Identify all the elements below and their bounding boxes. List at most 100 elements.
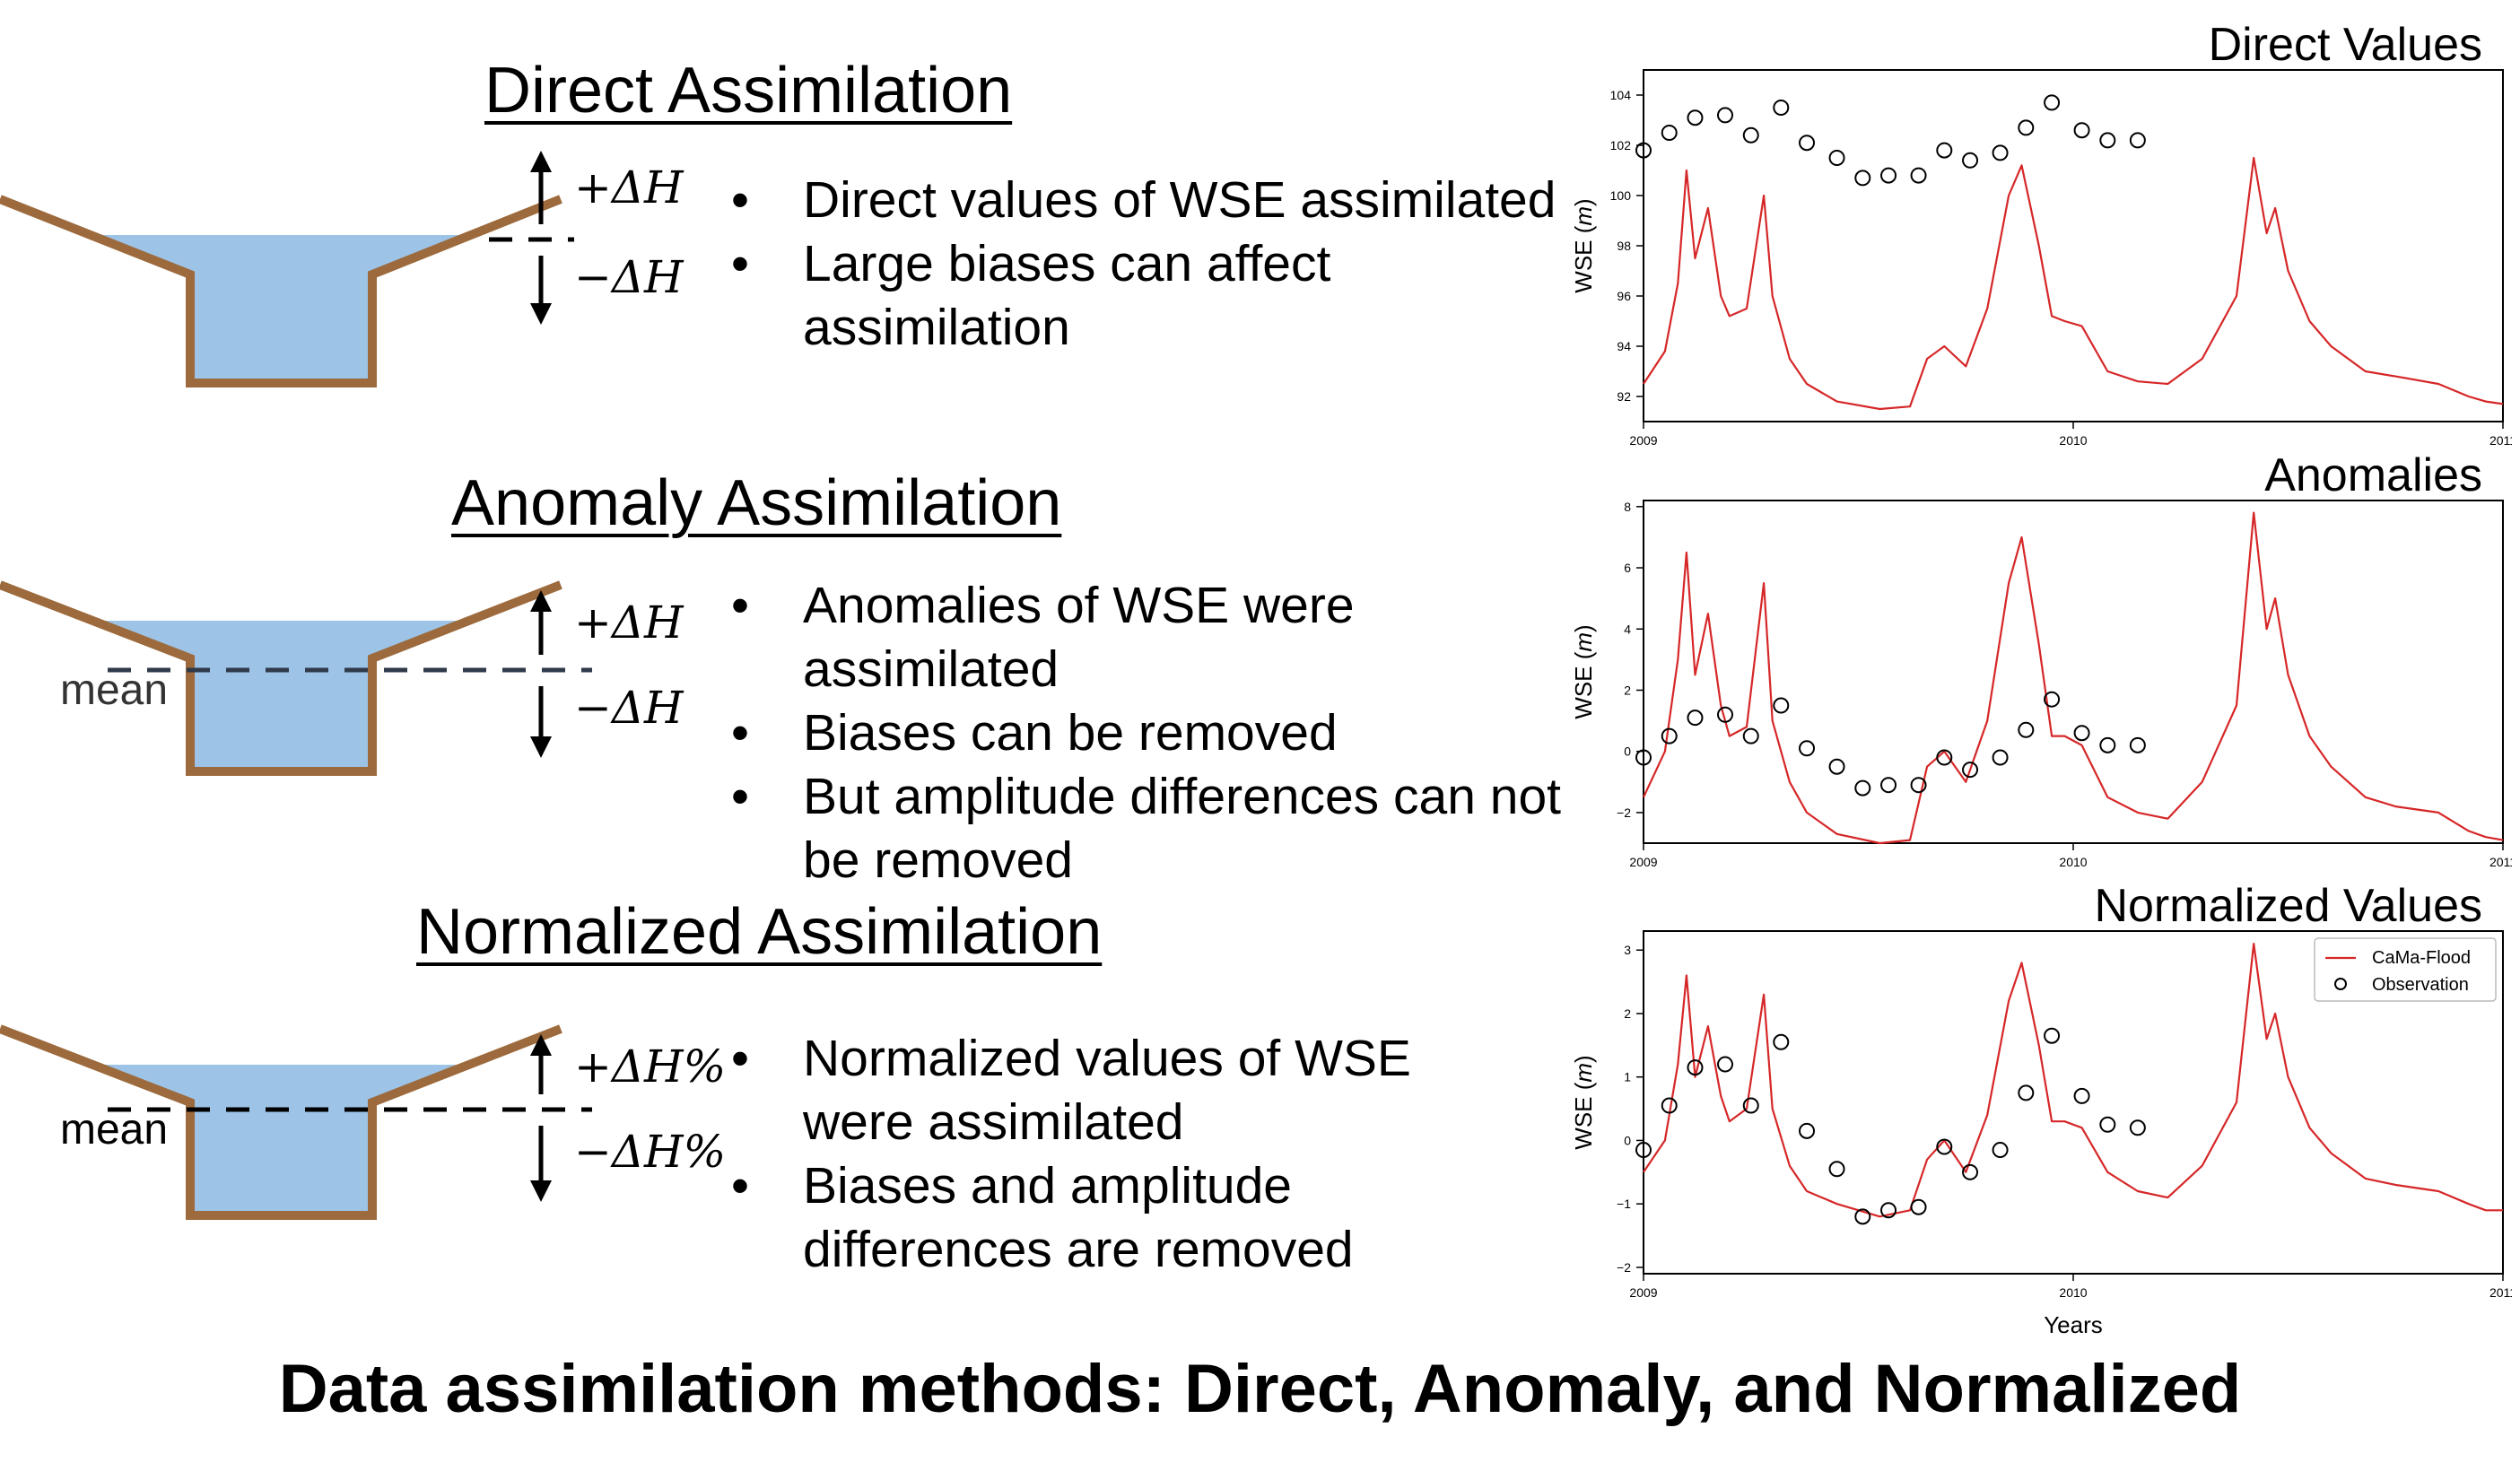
observation-point xyxy=(2099,1116,2116,1133)
y-tick-label: 4 xyxy=(1624,622,1631,636)
observation-point xyxy=(2099,132,2116,149)
chart-anomalies: −2 0 2 4 6 8 2009 2010 2011 WSE (m) xyxy=(1570,500,2512,869)
legend-label: Observation xyxy=(2372,975,2469,995)
observation-point xyxy=(2099,736,2116,753)
observation-point xyxy=(1992,144,2009,161)
mean-label: mean xyxy=(60,666,169,714)
observation-point xyxy=(1635,749,1652,766)
minus-delta-label: −ΔH xyxy=(574,682,684,734)
observation-point xyxy=(1773,100,1790,116)
x-tick-label: 2010 xyxy=(2059,855,2087,869)
observation-point xyxy=(1854,170,1871,187)
chart-title-normalized: Normalized Values xyxy=(2094,880,2482,932)
observation-point xyxy=(1635,142,1652,159)
y-axis-label: WSE (m) xyxy=(1570,624,1597,718)
observation-point xyxy=(1880,1202,1897,1219)
bullet-text: Large biases can affect assimilation xyxy=(803,235,1331,356)
y-tick-label: −2 xyxy=(1617,1260,1631,1275)
observation-point xyxy=(1687,109,1704,126)
bullet-item: • Large biases can affect assimilation xyxy=(731,232,1592,360)
up-arrowhead xyxy=(530,1034,552,1056)
plot-frame xyxy=(1643,500,2504,844)
observation-point xyxy=(2073,1087,2090,1104)
bullet-text: Normalized values of WSE were assimilate… xyxy=(803,1030,1411,1151)
plus-delta-label: +ΔH xyxy=(574,596,684,649)
x-tick-label: 2009 xyxy=(1629,433,1657,448)
bullet-item: • Anomalies of WSE were assimilated xyxy=(731,574,1592,701)
y-tick-label: 8 xyxy=(1624,500,1631,514)
observation-point xyxy=(1717,706,1734,723)
observation-point xyxy=(2018,119,2035,136)
bullet-item: • Direct values of WSE assimilated xyxy=(731,171,1556,229)
observation-point xyxy=(2044,691,2061,708)
observation-point xyxy=(1799,740,1816,757)
y-axis-label: WSE (m) xyxy=(1570,198,1597,292)
mean-label: mean xyxy=(60,1106,169,1154)
legend-box xyxy=(2314,937,2497,1002)
plot-frame xyxy=(1643,69,2504,422)
legend-label: CaMa-Flood xyxy=(2372,948,2471,968)
y-tick-label: 96 xyxy=(1617,289,1631,303)
observation-point xyxy=(1687,1059,1704,1076)
observation-point xyxy=(1910,1198,1927,1215)
observation-point xyxy=(2018,721,2035,738)
observation-point xyxy=(1773,1033,1790,1050)
y-tick-label: 0 xyxy=(1624,744,1631,759)
y-tick-label: 102 xyxy=(1610,138,1632,152)
y-tick-label: 104 xyxy=(1610,88,1632,102)
legend-swatch-point xyxy=(2334,978,2347,990)
y-tick-label: −2 xyxy=(1617,805,1631,820)
y-tick-label: 3 xyxy=(1624,943,1631,957)
observation-point xyxy=(1936,749,1953,766)
observation-point xyxy=(1854,779,1871,797)
x-axis-label: Years xyxy=(2044,1311,2103,1338)
minus-delta-label: −ΔH% xyxy=(574,1126,727,1178)
bullet-item: • But amplitude differences can not be re… xyxy=(731,765,1592,892)
down-arrowhead xyxy=(530,1180,552,1202)
bullets-direct: • Direct values of WSE assimilated • Large… xyxy=(731,169,1592,360)
bullet-item: • Biases can be removed xyxy=(731,704,1338,762)
heading-normalized: Normalized Assimilation xyxy=(416,896,1103,968)
y-tick-label: −1 xyxy=(1617,1197,1631,1211)
channel-diagram-direct xyxy=(0,151,574,387)
x-tick-label: 2011 xyxy=(2489,433,2512,448)
up-arrowhead xyxy=(530,590,552,612)
down-arrowhead xyxy=(530,303,552,325)
plus-delta-label: +ΔH xyxy=(574,161,684,213)
bullet-text: Biases and amplitude differences are rem… xyxy=(803,1157,1354,1278)
y-axis-label: WSE (m) xyxy=(1570,1055,1597,1149)
observation-point xyxy=(1962,1163,1979,1180)
series-line-cama-flood xyxy=(1643,156,2504,411)
observation-point xyxy=(2129,736,2146,753)
series-line-cama-flood xyxy=(1643,511,2504,845)
bullet-item: • Normalized values of WSE were assimilat… xyxy=(731,1027,1592,1154)
y-tick-label: 92 xyxy=(1617,389,1631,404)
observation-point xyxy=(1661,125,1678,141)
observation-point xyxy=(1742,727,1759,744)
observation-point xyxy=(1936,1138,1953,1155)
y-tick-label: 98 xyxy=(1617,239,1631,253)
observation-point xyxy=(2044,1027,2061,1044)
channel-diagram-anomaly xyxy=(0,580,592,776)
y-tick-label: 6 xyxy=(1624,561,1631,575)
observation-point xyxy=(1992,749,2009,766)
channel-outline xyxy=(0,580,562,776)
y-tick-label: 94 xyxy=(1617,339,1631,353)
observation-point xyxy=(1717,107,1734,124)
heading-direct: Direct Assimilation xyxy=(484,55,1013,126)
x-tick-label: 2011 xyxy=(2489,855,2512,869)
observation-point xyxy=(1742,1097,1759,1114)
x-tick-label: 2009 xyxy=(1629,1285,1657,1300)
observation-point xyxy=(2129,132,2146,149)
observation-point xyxy=(1910,167,1927,184)
plus-delta-label: +ΔH% xyxy=(574,1040,727,1093)
observation-point xyxy=(1992,1142,2009,1159)
chart-normalized: −2 −1 0 1 2 3 2009 2010 2011 WSE (m) Years CaMa-Flo… xyxy=(1570,930,2512,1338)
observation-point xyxy=(1742,126,1759,144)
observation-point xyxy=(2044,94,2061,111)
observation-point xyxy=(1799,135,1816,152)
bullet-text: But amplitude differences can not be rem… xyxy=(803,768,1561,889)
observation-point xyxy=(1828,758,1845,775)
observation-point xyxy=(1661,727,1678,744)
observation-point xyxy=(1880,777,1897,794)
